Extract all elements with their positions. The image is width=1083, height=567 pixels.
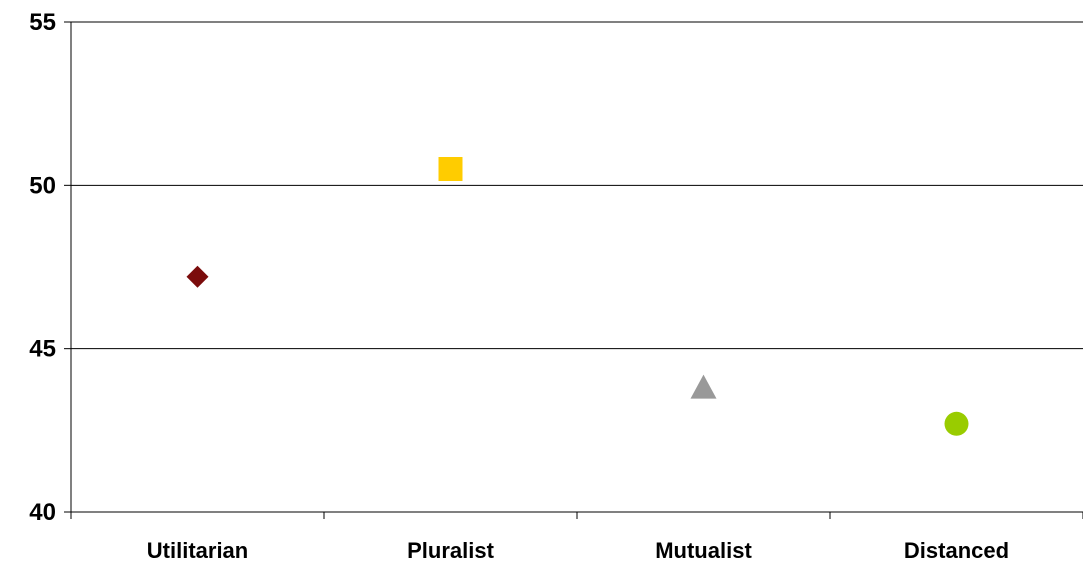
y-tick-label: 50 [29, 172, 56, 199]
y-tick-label: 45 [29, 336, 56, 363]
data-markers [186, 157, 969, 436]
x-category-label: Utilitarian [147, 538, 248, 563]
data-point-circle [944, 411, 969, 436]
y-tick-label: 40 [29, 499, 56, 526]
x-category-labels: Utilitarian Pluralist Mutualist Distanced [147, 538, 1009, 563]
data-point-triangle [690, 374, 717, 399]
data-point-square [438, 157, 463, 181]
y-tick-label: 55 [29, 9, 56, 36]
x-category-label: Distanced [904, 538, 1009, 563]
y-tick-labels: 55 50 45 40 [29, 9, 56, 526]
gridlines [64, 21, 1083, 513]
data-point-diamond [186, 265, 209, 288]
x-category-label: Mutualist [655, 538, 752, 563]
x-category-label: Pluralist [407, 538, 494, 563]
x-axis [70, 511, 1083, 519]
